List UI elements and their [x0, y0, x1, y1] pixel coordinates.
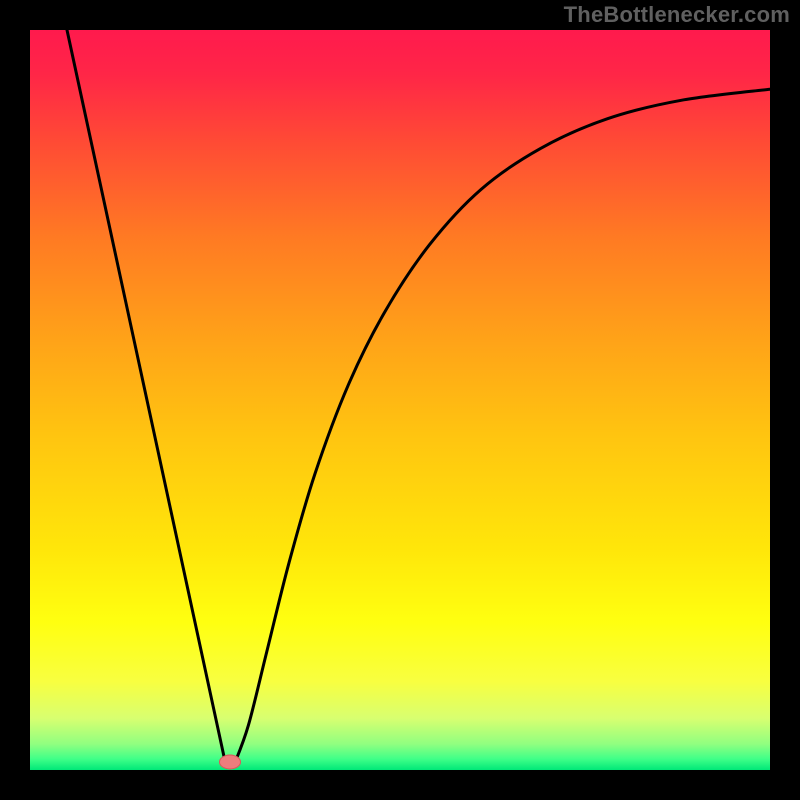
- plot-area: [30, 30, 770, 770]
- bottleneck-curve: [30, 30, 770, 770]
- chart-container: TheBottlenecker.com: [0, 0, 800, 800]
- watermark-text: TheBottlenecker.com: [564, 2, 790, 28]
- optimum-marker: [219, 754, 241, 769]
